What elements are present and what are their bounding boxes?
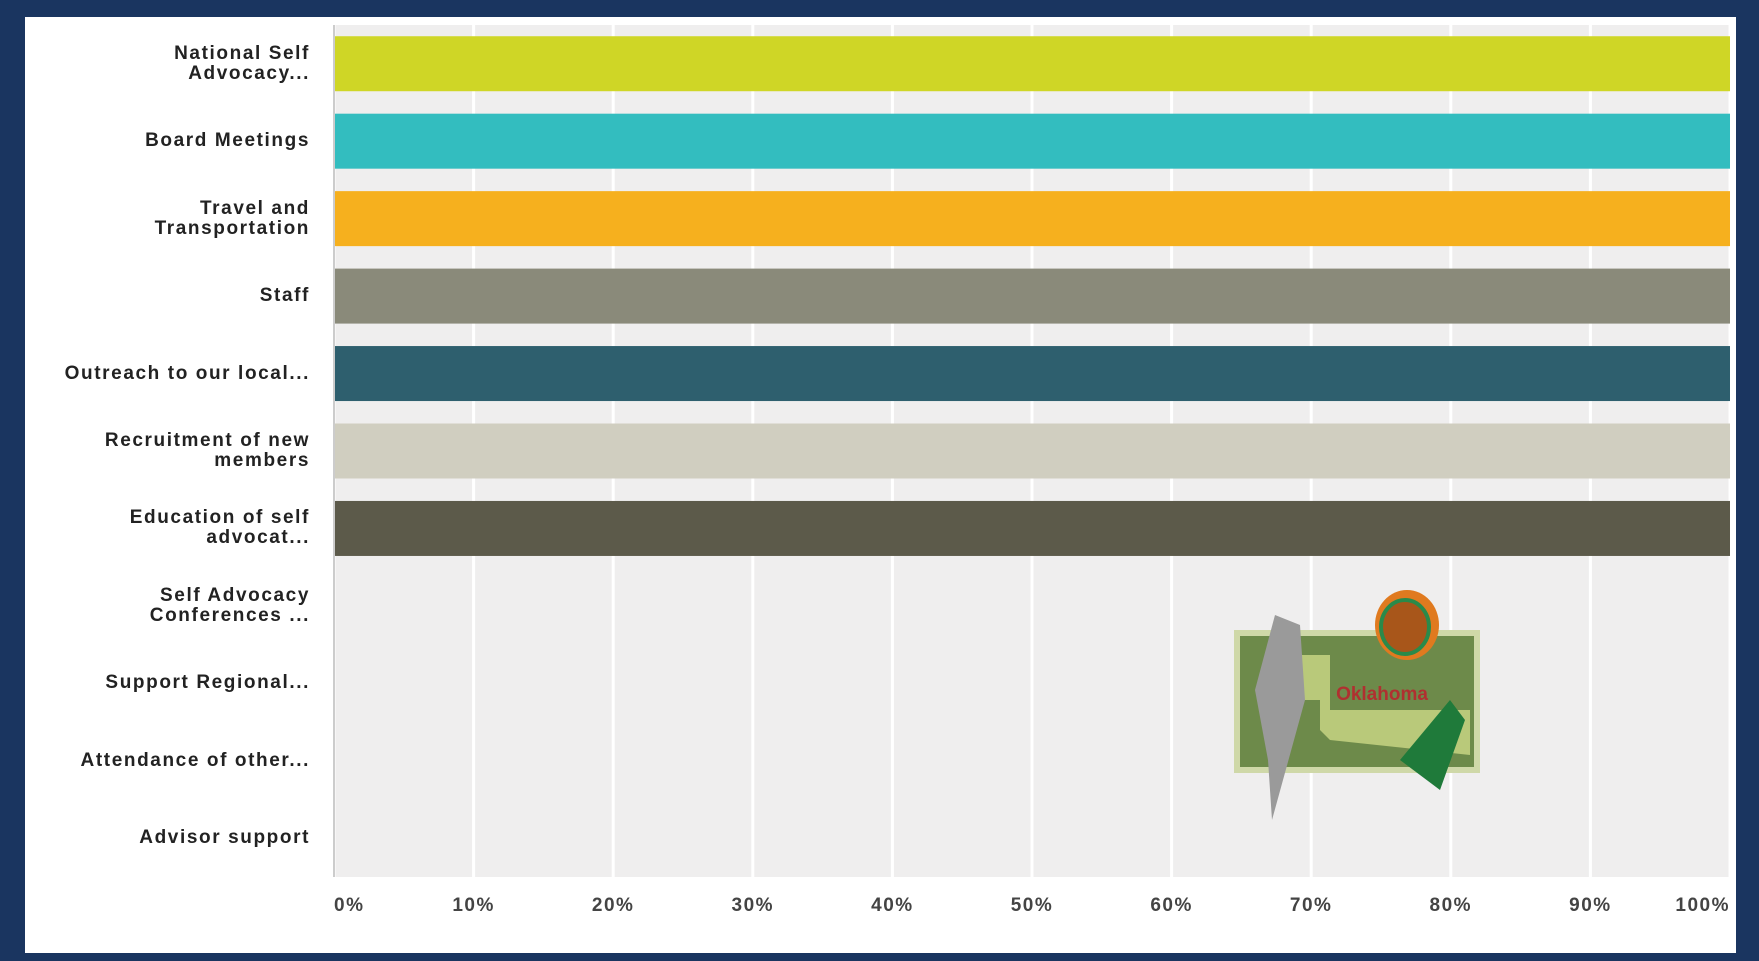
y-tick-label: Education of self advocat... [129, 507, 310, 549]
bar [334, 268, 1730, 324]
x-tick-label: 90% [1569, 895, 1612, 916]
x-tick-label: 80% [1430, 895, 1473, 916]
y-tick-label: Outreach to our local... [64, 362, 310, 384]
y-tick-label: Advisor support [139, 827, 310, 849]
x-tick-label: 40% [871, 895, 914, 916]
y-tick-label: Recruitment of new members [104, 430, 310, 471]
y-tick-label: National Self Advocacy... [174, 42, 310, 84]
y-tick-label: Support Regional... [105, 672, 310, 694]
x-tick-label: 100% [1675, 895, 1730, 916]
bar [334, 36, 1730, 92]
x-tick-label: 20% [592, 895, 635, 916]
image-label: Oklahoma [1336, 684, 1428, 705]
y-tick-label: Board Meetings [145, 130, 310, 152]
clip-art: Oklahoma [1234, 590, 1480, 820]
x-tick-label: 10% [452, 895, 495, 916]
x-tick-label: 60% [1150, 895, 1193, 916]
x-tick-label: 30% [732, 895, 775, 916]
y-tick-label: Self Advocacy Conferences ... [149, 584, 310, 626]
bar [334, 500, 1730, 556]
bar [334, 423, 1730, 479]
y-tick-label: Travel and Transportation [154, 197, 310, 239]
x-tick-label: 70% [1290, 895, 1333, 916]
x-tick-label: 0% [334, 895, 364, 916]
y-tick-label: Staff [259, 285, 310, 307]
x-tick-label: 50% [1011, 895, 1054, 916]
y-tick-label: Attendance of other... [80, 749, 310, 771]
bar [334, 191, 1730, 247]
bar [334, 113, 1730, 169]
bar [334, 346, 1730, 402]
